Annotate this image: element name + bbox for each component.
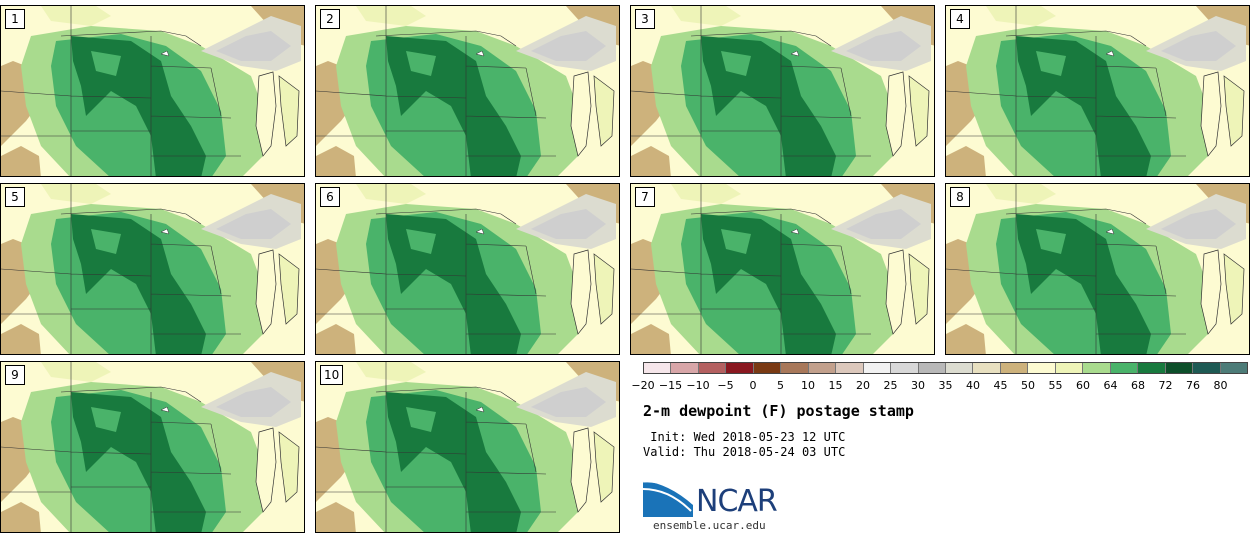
colorbar-swatch	[1193, 363, 1221, 373]
colorbar-tick-label: −10	[686, 379, 710, 392]
map-panel: 1	[0, 5, 305, 177]
colorbar-tick-label: 20	[856, 379, 870, 392]
colorbar-swatch	[1110, 363, 1139, 373]
colorbar-tick-label: 60	[1076, 379, 1090, 392]
colorbar-tick-label: 25	[883, 379, 898, 392]
colorbar	[643, 362, 1248, 374]
map-panel: 10	[315, 361, 620, 533]
colorbar-tick-label: 10	[801, 379, 815, 392]
colorbar-swatch	[945, 363, 974, 373]
colorbar-tick-label: 15	[828, 379, 843, 392]
colorbar-tick-label: 72	[1158, 379, 1173, 392]
colorbar-swatch	[1165, 363, 1194, 373]
colorbar-tick-label: 64	[1103, 379, 1118, 392]
colorbar-swatch	[863, 363, 892, 373]
panel-label: 4	[950, 9, 970, 29]
colorbar-swatch	[671, 363, 699, 373]
ncar-logo-text: NCAR	[696, 484, 778, 519]
colorbar-tick-label: 45	[993, 379, 1008, 392]
panel-label: 7	[635, 187, 655, 207]
colorbar-tick-label: 40	[966, 379, 980, 392]
ncar-logo-icon	[643, 479, 695, 517]
colorbar-swatch	[1220, 363, 1247, 373]
colorbar-tick-label: 50	[1021, 379, 1035, 392]
colorbar-swatch	[808, 363, 837, 373]
colorbar-tick-label: 76	[1186, 379, 1200, 392]
panel-label: 8	[950, 187, 970, 207]
map-panel: 7	[630, 183, 935, 355]
colorbar-swatch	[781, 363, 809, 373]
colorbar-swatch	[918, 363, 946, 373]
colorbar-tick-label: 30	[911, 379, 925, 392]
colorbar-swatch	[753, 363, 782, 373]
panel-label: 1	[5, 9, 25, 29]
colorbar-swatch	[836, 363, 864, 373]
colorbar-tick-label: 80	[1213, 379, 1228, 392]
map-panel: 3	[630, 5, 935, 177]
colorbar-swatch	[891, 363, 919, 373]
colorbar-tick-label: 5	[777, 379, 784, 392]
panel-label: 5	[5, 187, 25, 207]
init-time: Init: Wed 2018-05-23 12 UTC	[643, 430, 846, 444]
colorbar-swatch	[1055, 363, 1084, 373]
colorbar-swatch	[973, 363, 1001, 373]
colorbar-tick-label: 35	[938, 379, 953, 392]
map-panel: 9	[0, 361, 305, 533]
colorbar-swatch	[644, 363, 672, 373]
map-panel: 5	[0, 183, 305, 355]
colorbar-tick-label: 68	[1131, 379, 1145, 392]
colorbar-swatch	[1000, 363, 1029, 373]
colorbar-swatch	[726, 363, 754, 373]
map-panel: 8	[945, 183, 1250, 355]
colorbar-swatch	[1083, 363, 1111, 373]
colorbar-swatch	[1138, 363, 1166, 373]
panel-label: 9	[5, 365, 25, 385]
colorbar-tick-label: −5	[717, 379, 734, 392]
colorbar-tick-label: −20	[631, 379, 655, 392]
map-panel: 6	[315, 183, 620, 355]
colorbar-swatch	[1028, 363, 1056, 373]
colorbar-tick-label: −15	[658, 379, 683, 392]
map-panel: 2	[315, 5, 620, 177]
colorbar-tick-label: 55	[1048, 379, 1063, 392]
panel-label: 6	[320, 187, 340, 207]
colorbar-tick-label: 0	[749, 379, 757, 392]
panel-label: 10	[320, 365, 344, 385]
valid-time: Valid: Thu 2018-05-24 03 UTC	[643, 445, 846, 459]
panel-label: 2	[320, 9, 340, 29]
colorbar-swatch	[698, 363, 727, 373]
website-url: ensemble.ucar.edu	[653, 519, 766, 532]
map-panel: 4	[945, 5, 1250, 177]
panel-label: 3	[635, 9, 655, 29]
figure-title: 2-m dewpoint (F) postage stamp	[643, 402, 914, 420]
colorbar-ticks: −20 −15 −10 −5 0 5 10 15 20 25 30 35 40 45 50 55 60 64 68 7…	[631, 379, 1248, 393]
